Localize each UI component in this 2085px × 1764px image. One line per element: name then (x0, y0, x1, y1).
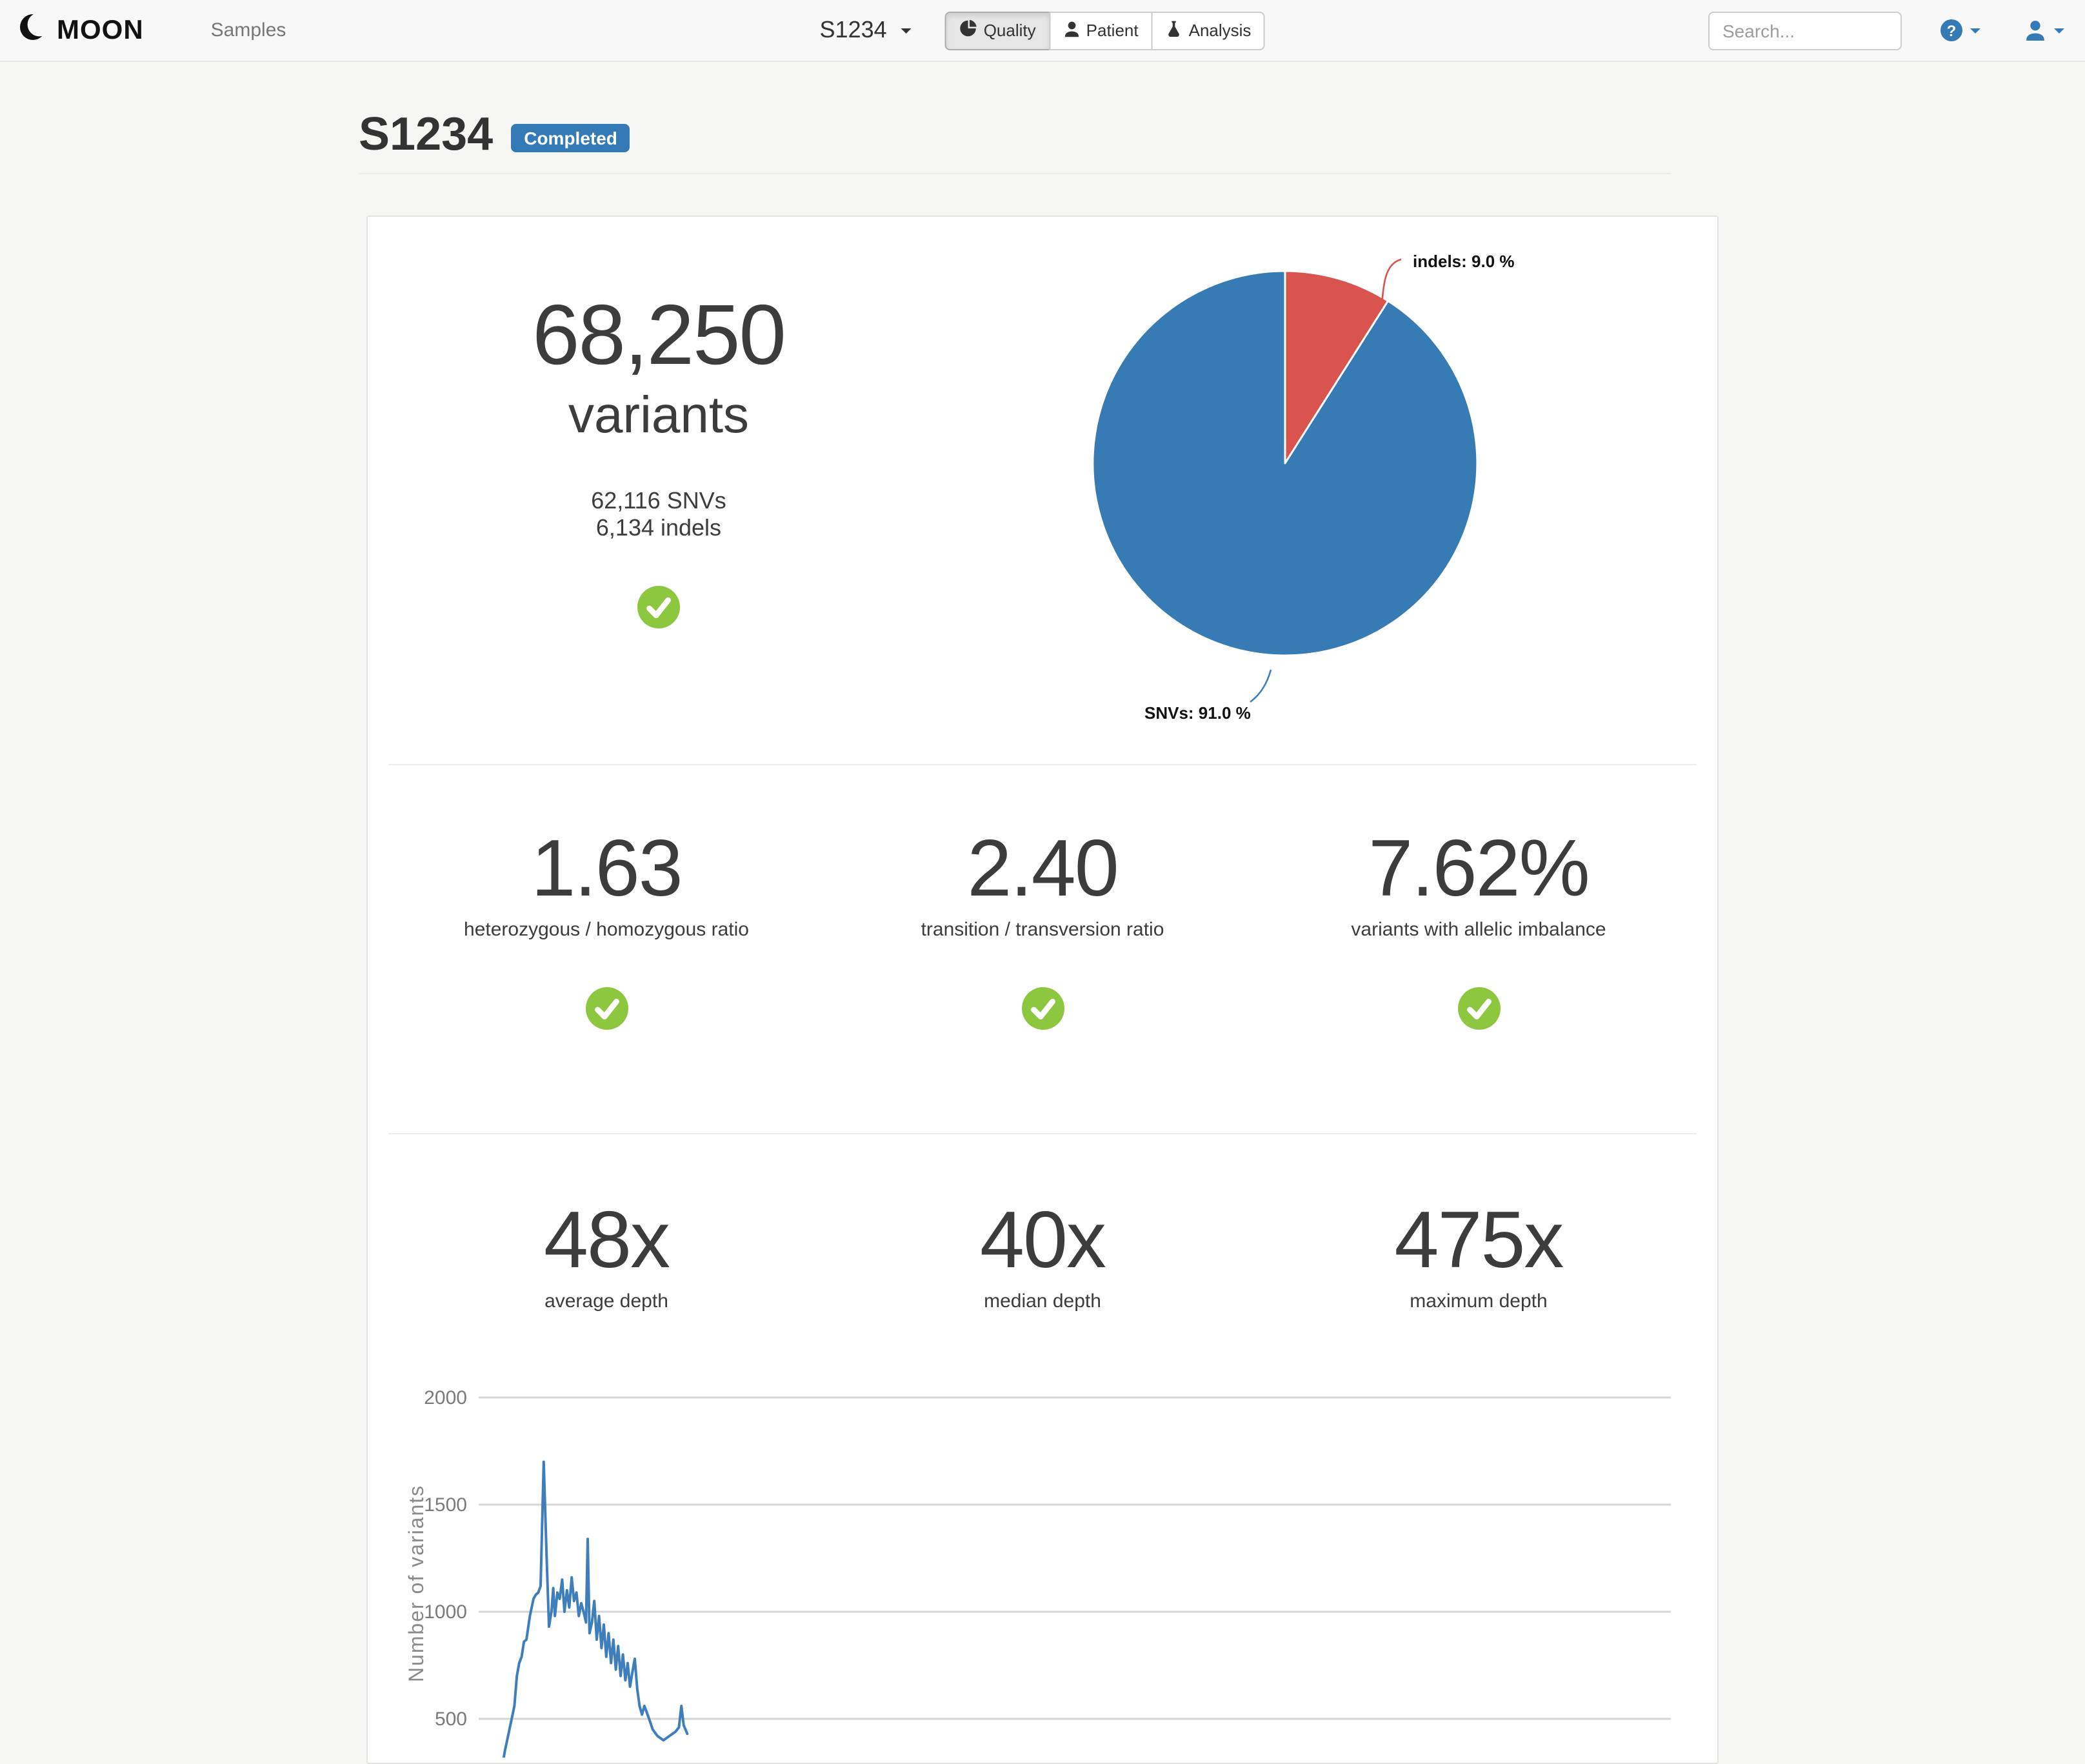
section-divider (388, 1133, 1697, 1134)
pie-chart-icon (959, 19, 984, 41)
pie-label-snvs: SNVs: 91.0 % (1144, 703, 1251, 723)
status-badge: Completed (511, 124, 630, 152)
tab-patient-label: Patient (1086, 21, 1139, 40)
average-depth-value: 48x (544, 1196, 670, 1285)
maximum-depth-label: maximum depth (1410, 1290, 1548, 1312)
question-icon: ? (1940, 19, 1962, 41)
quality-report-card: 68,250 variants 62,116 SNVs 6,134 indels (366, 215, 1719, 1764)
median-depth-label: median depth (984, 1290, 1101, 1312)
tab-quality-label: Quality (983, 21, 1036, 40)
flask-icon (1166, 19, 1189, 41)
section-divider (388, 764, 1697, 765)
user-menu[interactable] (2024, 19, 2064, 41)
nav-item-samples[interactable]: Samples (210, 19, 286, 41)
help-menu[interactable]: ? (1940, 19, 1980, 41)
tab-analysis-label: Analysis (1188, 21, 1252, 40)
view-tabs: Quality Patient An (944, 11, 1266, 50)
brand-logo[interactable]: MOON (19, 12, 144, 49)
tab-quality[interactable]: Quality (944, 11, 1050, 50)
caret-down-icon (901, 28, 912, 34)
brand-name: MOON (57, 15, 144, 45)
check-icon (388, 586, 929, 635)
total-variants-value: 68,250 (532, 286, 786, 382)
pie-label-indels: indels: 9.0 % (1413, 252, 1515, 271)
check-icon (1261, 987, 1697, 1036)
search-input[interactable] (1708, 11, 1902, 50)
tab-analysis[interactable]: Analysis (1151, 11, 1266, 50)
svg-text:1000: 1000 (424, 1601, 467, 1623)
check-icon (388, 987, 824, 1036)
navbar: MOON Samples S1234 Quality (0, 0, 2085, 62)
title-divider (359, 173, 1671, 174)
check-icon (824, 987, 1261, 1036)
ts-tv-ratio-value: 2.40 (967, 825, 1119, 914)
caret-down-icon (2054, 28, 2064, 33)
svg-text:500: 500 (435, 1709, 467, 1730)
svg-text:2000: 2000 (424, 1387, 467, 1408)
caret-down-icon (1970, 28, 1980, 33)
allelic-imbalance-value: 7.62% (1368, 825, 1590, 914)
person-icon (1063, 20, 1086, 41)
pie-chart-svg (1092, 270, 1479, 657)
person-icon (2024, 19, 2046, 41)
variant-type-pie-chart: indels: 9.0 % SNVs: 91.0 % (929, 217, 1697, 764)
average-depth-label: average depth (544, 1290, 668, 1312)
indels-count: 6,134 indels (595, 515, 722, 541)
maximum-depth-value: 475x (1394, 1196, 1564, 1285)
svg-text:1500: 1500 (424, 1494, 467, 1516)
snvs-count: 62,116 SNVs (591, 488, 726, 514)
depth-distribution-chart: 2000 1500 1000 500 Number of variants (388, 1345, 1697, 1764)
page-title: S1234 (359, 107, 494, 160)
svg-text:Number of variants: Number of variants (404, 1485, 428, 1682)
moon-icon (19, 12, 57, 49)
line-chart-svg: 2000 1500 1000 500 Number of variants (404, 1387, 1671, 1764)
sample-selector-dropdown[interactable]: S1234 (820, 17, 912, 44)
allelic-imbalance-label: variants with allelic imbalance (1351, 919, 1606, 941)
sample-selector-label: S1234 (819, 17, 887, 43)
median-depth-value: 40x (980, 1196, 1106, 1285)
het-hom-ratio-label: heterozygous / homozygous ratio (464, 919, 749, 941)
ts-tv-ratio-label: transition / transversion ratio (921, 919, 1164, 941)
tab-patient[interactable]: Patient (1048, 11, 1153, 50)
het-hom-ratio-value: 1.63 (531, 825, 683, 914)
total-variants-label: variants (568, 387, 750, 444)
